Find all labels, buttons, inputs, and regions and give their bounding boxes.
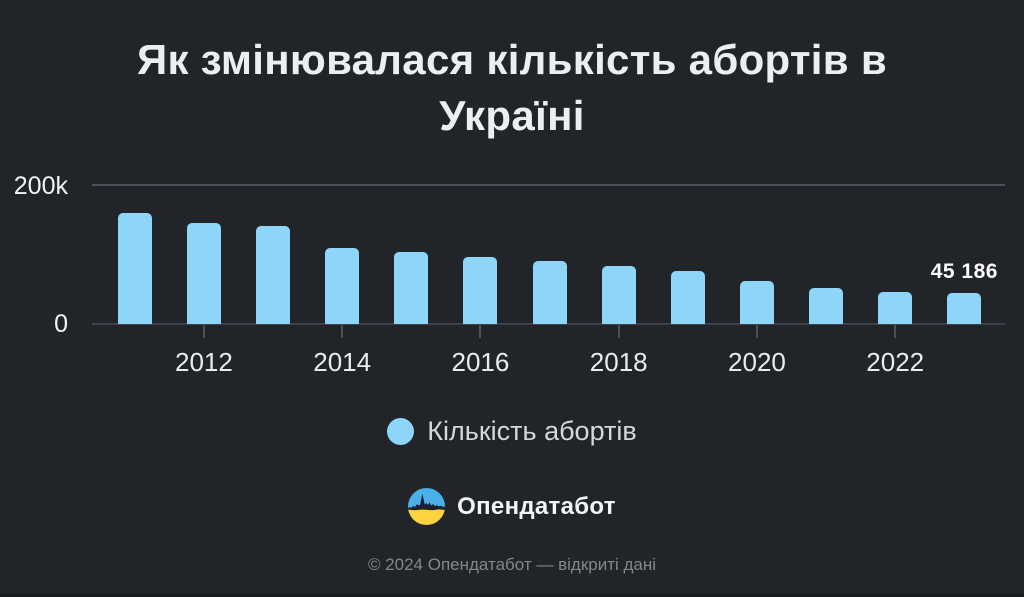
y-axis-label-0: 0 [54,310,68,338]
bar-2014 [325,247,360,324]
bar-2020 [739,281,774,324]
chart-title-line-1: Як змінювалася кількість абортів в [137,36,887,83]
x-axis-label-2018: 2018 [589,347,648,377]
bar-2016 [463,256,498,324]
x-tick-2020 [755,325,758,338]
bar-2022 [878,292,913,324]
bar-2023 [947,292,982,324]
x-axis-label-2012: 2012 [175,347,233,377]
x-axis-label-2014: 2014 [313,347,372,377]
x-axis-label-2016: 2016 [451,347,510,377]
legend-marker-icon [387,418,415,445]
x-axis-label-2022: 2022 [866,347,925,377]
bar-value-label: 45 186 [930,259,998,283]
bar-2018 [601,265,636,324]
legend: Кількість абортів [0,416,1024,447]
opendatabot-logo-icon [408,488,446,525]
y-axis-label-200k: 200k [13,171,68,200]
x-axis-line [92,323,1005,325]
brand-row: Опендатабот [0,488,1024,525]
x-tick-2012 [202,325,205,338]
x-tick-2022 [894,325,897,338]
gridline-200k [92,184,1005,186]
bar-2021 [809,287,844,324]
bar-2017 [532,260,567,324]
bar-2019 [670,270,705,324]
x-tick-2018 [617,325,620,338]
bar-2011 [117,213,152,324]
brand-name: Опендатабот [457,492,616,520]
bar-2012 [186,222,221,324]
legend-label: Кількість абортів [427,416,637,446]
copyright-text: © 2024 Опендатабот — відкриті дані [367,555,657,574]
bar-2013 [256,226,291,324]
bottom-edge [0,593,1024,597]
chart-title: Як змінювалася кількість абортів в Украї… [0,32,1024,144]
bar-2015 [394,251,429,324]
x-tick-2014 [341,325,344,338]
chart-title-line-2: Україні [439,92,585,139]
x-tick-2016 [479,325,482,338]
x-axis-label-2020: 2020 [728,347,786,377]
